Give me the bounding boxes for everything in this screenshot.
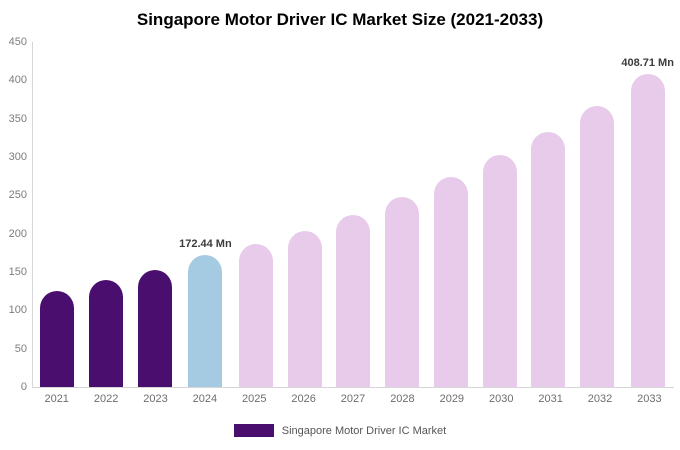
- x-tick-label-2030: 2030: [488, 393, 514, 405]
- y-tick-label: 450: [8, 36, 27, 48]
- bar-2032: [579, 105, 614, 387]
- bar-column-2023: [130, 42, 179, 387]
- bar-column-2025: [232, 42, 281, 387]
- bar-column-2033: 408.71 Mn: [621, 42, 674, 387]
- bar-2027: [336, 214, 371, 387]
- x-tick-label-2029: 2029: [439, 393, 465, 405]
- x-tick-label-2021: 2021: [44, 393, 69, 405]
- x-tick-label-2033: 2033: [637, 393, 662, 405]
- chart-title: Singapore Motor Driver IC Market Size (2…: [136, 10, 544, 29]
- x-tick-label-2024: 2024: [192, 393, 218, 405]
- value-label-2024: 172.44 Mn: [179, 237, 232, 250]
- y-tick-label: 0: [20, 381, 27, 393]
- bar-column-2024: 172.44 Mn: [179, 42, 232, 387]
- bar-column-2031: [524, 42, 573, 387]
- x-tick-label-2022: 2022: [93, 393, 119, 405]
- legend-swatch: [233, 424, 274, 437]
- bar-2024: [188, 254, 223, 387]
- legend-label: Singapore Motor Driver IC Market: [281, 424, 447, 437]
- bar-2029: [433, 176, 468, 387]
- value-label-2033: 408.71 Mn: [621, 56, 674, 69]
- bar-2022: [89, 280, 124, 387]
- y-tick-label: 100: [8, 304, 27, 317]
- y-tick-label: 400: [8, 74, 27, 87]
- x-tick-label-2025: 2025: [242, 393, 267, 405]
- bar-2028: [385, 196, 420, 387]
- bar-2025: [239, 243, 274, 387]
- x-tick-label-2027: 2027: [340, 393, 366, 405]
- x-tick-label-2023: 2023: [143, 393, 168, 405]
- bar-2033: [630, 73, 665, 387]
- bar-2030: [482, 155, 517, 387]
- y-tick-label: 150: [8, 266, 27, 278]
- bar-column-2027: [329, 42, 378, 387]
- bar-column-2030: [475, 42, 524, 387]
- y-tick-label: 200: [8, 227, 27, 240]
- plot-area: 0 50 100 150 200 250 300 350 400 450 172.44 Mn 408…: [9, 36, 674, 393]
- bar-column-2021: [33, 42, 82, 387]
- x-axis-labels: 2021 2022 2023 2024 2025 2026 2027 2028 2029 2030…: [32, 393, 674, 405]
- y-tick-label: 50: [14, 342, 27, 355]
- x-tick-label-2026: 2026: [291, 393, 316, 405]
- bar-column-2029: [427, 42, 476, 387]
- x-tick-label-2032: 2032: [587, 393, 613, 405]
- bars: 172.44 Mn 408.71 Mn: [33, 42, 674, 387]
- legend: Singapore Motor Driver IC Market: [0, 424, 680, 437]
- bar-2021: [40, 291, 75, 387]
- bar-column-2022: [82, 42, 131, 387]
- x-tick-label-2031: 2031: [538, 393, 563, 405]
- x-tick-label-2028: 2028: [390, 393, 415, 405]
- bar-column-2032: [573, 42, 622, 387]
- y-tick-label: 350: [8, 112, 27, 125]
- bar-2031: [531, 131, 566, 387]
- y-tick-label: 250: [8, 189, 27, 202]
- bar-column-2028: [378, 42, 427, 387]
- bar-2023: [137, 269, 172, 387]
- bar-column-2026: [280, 42, 329, 387]
- bar-2026: [287, 230, 322, 387]
- y-tick-label: 300: [8, 151, 27, 163]
